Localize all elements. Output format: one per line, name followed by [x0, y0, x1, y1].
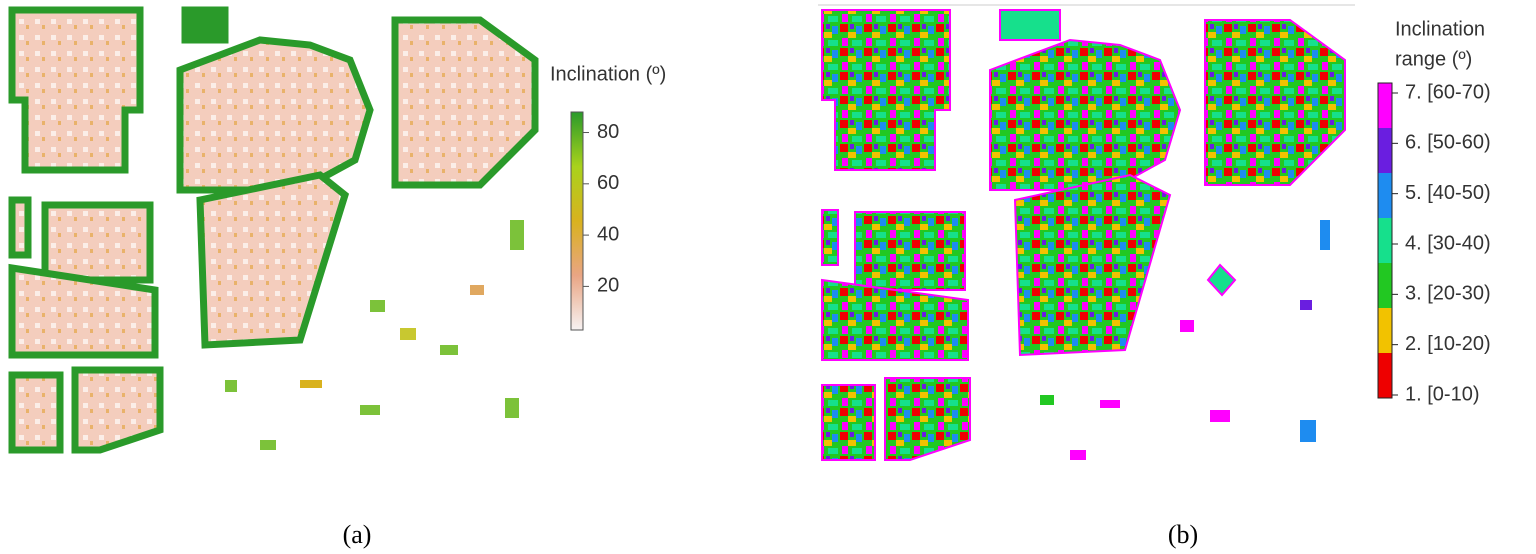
tick-label: 60 [597, 172, 619, 194]
legend-label: 1. [0-10) [1405, 383, 1479, 405]
caption: (b) [1168, 520, 1198, 549]
legend-title: range (º) [1395, 48, 1472, 70]
caption: (a) [343, 520, 372, 549]
legend-label: 5. [40-50) [1405, 182, 1491, 204]
map-b-fragments [1040, 220, 1330, 460]
legend-swatch [1378, 353, 1392, 398]
legend-title: Inclination [1395, 18, 1485, 40]
legend-swatch [1378, 128, 1392, 173]
legend-label: 2. [10-20) [1405, 333, 1491, 355]
legend-label: 3. [20-30) [1405, 283, 1491, 305]
legend-swatch [1378, 308, 1392, 353]
legend-frame [1377, 82, 1393, 399]
legend-swatch [1378, 173, 1392, 218]
tick-label: 40 [597, 223, 619, 245]
legend-label: 4. [30-40) [1405, 232, 1491, 254]
tick-label: 80 [597, 121, 619, 143]
map-a-fragments [225, 220, 524, 450]
legend-swatch [1378, 83, 1392, 128]
legend-swatch [1378, 218, 1392, 263]
legend-label: 7. [60-70) [1405, 81, 1491, 103]
map-b [821, 9, 1346, 461]
colorbar [570, 111, 584, 331]
legend-label: 6. [50-60) [1405, 132, 1491, 154]
tick-label: 20 [597, 275, 619, 297]
map-a [8, 6, 539, 454]
legend-swatch [1378, 263, 1392, 308]
legend-title: Inclination (º) [550, 63, 666, 85]
